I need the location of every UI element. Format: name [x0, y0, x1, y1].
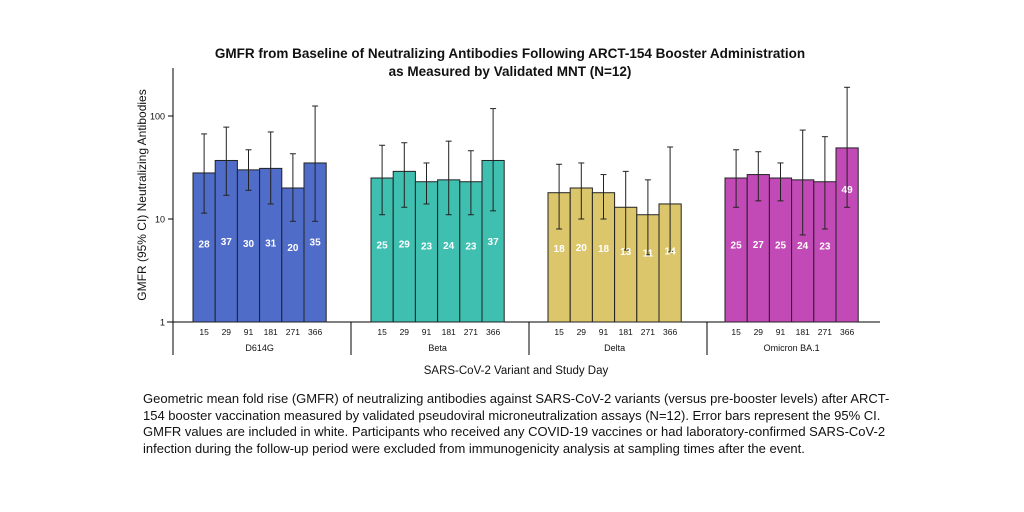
data-label: 25 — [377, 241, 389, 252]
data-label: 24 — [797, 241, 809, 252]
data-label: 18 — [554, 244, 566, 255]
data-label: 18 — [598, 244, 610, 255]
y-tick-label: 1 — [160, 318, 165, 328]
data-label: 27 — [753, 240, 765, 251]
x-tick-label: 15 — [377, 327, 387, 337]
data-label: 23 — [421, 242, 433, 253]
y-axis-label: GMFR (95% CI) Neutralizing Antibodies — [135, 89, 149, 300]
data-label: 11 — [643, 249, 654, 260]
x-tick-label: 15 — [199, 327, 209, 337]
x-tick-label: 181 — [619, 327, 633, 337]
x-tick-label: 29 — [577, 327, 587, 337]
x-tick-label: 15 — [554, 327, 564, 337]
data-label: 30 — [243, 239, 255, 250]
data-label: 31 — [265, 239, 277, 250]
x-tick-label: 29 — [222, 327, 232, 337]
y-tick-label: 100 — [150, 112, 165, 122]
x-tick-label: 91 — [244, 327, 254, 337]
data-label: 20 — [576, 243, 588, 254]
data-label: 28 — [199, 240, 211, 251]
data-label: 20 — [287, 243, 299, 254]
x-tick-label: 271 — [286, 327, 300, 337]
x-tick-label: 181 — [264, 327, 278, 337]
x-tick-label: 29 — [754, 327, 764, 337]
x-tick-label: 181 — [796, 327, 810, 337]
x-tick-label: 91 — [422, 327, 432, 337]
x-tick-label: 271 — [641, 327, 655, 337]
chart-title-line1: GMFR from Baseline of Neutralizing Antib… — [214, 46, 806, 61]
x-tick-label: 271 — [464, 327, 478, 337]
group-label: Omicron BA.1 — [764, 343, 820, 353]
data-label: 35 — [310, 238, 322, 249]
data-label: 49 — [842, 185, 854, 196]
figure-caption: Geometric mean fold rise (GMFR) of neutr… — [143, 391, 890, 456]
x-axis-label: SARS-CoV-2 Variant and Study Day — [424, 365, 609, 377]
x-tick-label: 29 — [400, 327, 410, 337]
group-label: Delta — [604, 343, 625, 353]
x-tick-label: 366 — [840, 327, 854, 337]
data-label: 23 — [819, 242, 831, 253]
x-tick-label: 366 — [308, 327, 322, 337]
y-tick-label: 10 — [155, 215, 165, 225]
data-label: 14 — [665, 246, 677, 257]
data-label: 13 — [620, 247, 632, 258]
group-label: Beta — [428, 343, 447, 353]
data-label: 24 — [443, 241, 455, 252]
data-label: 25 — [775, 241, 787, 252]
data-label: 37 — [488, 237, 500, 248]
x-tick-label: 271 — [818, 327, 832, 337]
x-tick-label: 91 — [599, 327, 609, 337]
x-tick-label: 181 — [442, 327, 456, 337]
chart-title-line2: as Measured by Validated MNT (N=12) — [388, 64, 632, 79]
x-tick-label: 91 — [776, 327, 786, 337]
data-label: 23 — [465, 242, 477, 253]
x-tick-label: 366 — [486, 327, 500, 337]
group-label: D614G — [245, 343, 274, 353]
data-label: 29 — [399, 239, 411, 250]
x-tick-label: 366 — [663, 327, 677, 337]
data-label: 37 — [221, 237, 233, 248]
data-label: 25 — [731, 241, 743, 252]
x-tick-label: 15 — [731, 327, 741, 337]
